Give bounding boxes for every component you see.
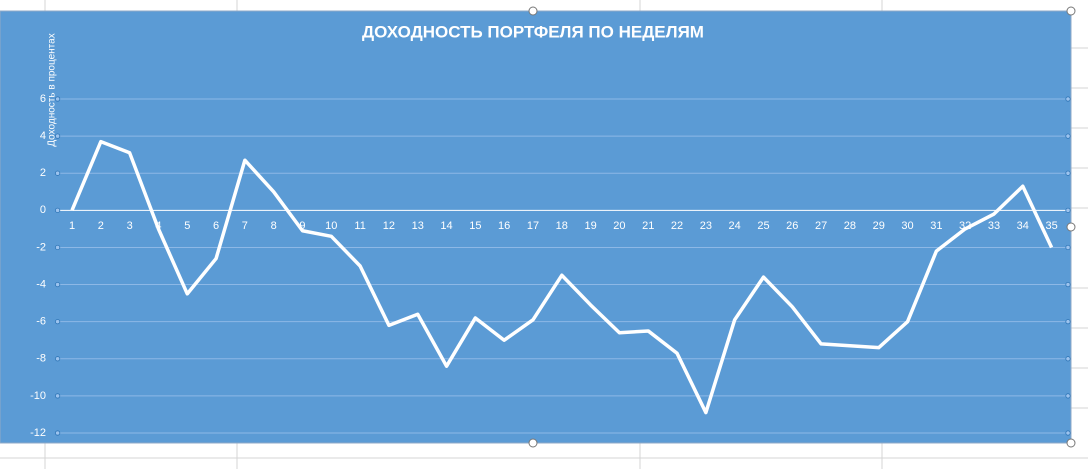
- grid-handle: [54, 281, 61, 288]
- grid-handle: [54, 96, 61, 102]
- grid-handle: [1065, 170, 1071, 176]
- grid-handle: [54, 393, 61, 399]
- x-tick-label: 28: [844, 220, 856, 232]
- y-tick-label: 4: [40, 130, 46, 142]
- x-tick-label: 1: [69, 220, 75, 232]
- x-tick-label: 14: [440, 220, 452, 232]
- x-tick-label: 22: [671, 220, 683, 232]
- selection-handles: [528, 6, 1076, 448]
- x-tick-label: 33: [988, 220, 1000, 232]
- line-series: [70, 139, 1054, 415]
- grid-handle: [1065, 133, 1071, 139]
- y-tick-label: -8: [36, 353, 46, 365]
- x-tick-label: 5: [184, 220, 190, 232]
- grid-handle: [54, 319, 61, 325]
- y-tick-label: -12: [30, 427, 46, 439]
- y-tick-label: 2: [40, 167, 46, 179]
- grid-handle: [54, 207, 61, 213]
- grid-handle: [1065, 281, 1071, 288]
- x-tick-label: 25: [757, 220, 769, 232]
- x-tick-label: 13: [412, 220, 424, 232]
- x-tick-label: 9: [299, 220, 305, 232]
- y-tick-label: -10: [30, 390, 46, 402]
- grid-handle: [1065, 207, 1071, 213]
- x-tick-label: 11: [354, 220, 365, 232]
- y-tick-label: 0: [40, 204, 46, 216]
- x-tick-label: 8: [271, 220, 277, 232]
- x-tick-label: 18: [556, 220, 568, 232]
- x-tick-label: 12: [383, 220, 395, 232]
- x-tick-label: 7: [242, 220, 248, 232]
- grid-handle: [1065, 244, 1071, 251]
- y-tick-label: -4: [36, 278, 46, 290]
- grid-handle: [54, 170, 61, 176]
- x-tick-label: 23: [700, 220, 712, 232]
- x-tick-label: 10: [325, 220, 337, 232]
- y-tick-label: -2: [36, 241, 46, 253]
- x-tick-label: 20: [613, 220, 625, 232]
- x-tick-label: 26: [786, 220, 798, 232]
- y-tick-label: 6: [40, 93, 46, 105]
- x-tick-label: 30: [901, 220, 913, 232]
- grid-handle: [54, 133, 61, 139]
- grid-handle: [1065, 319, 1071, 325]
- x-tick-label: 21: [642, 220, 654, 232]
- x-tick-label: 27: [815, 220, 827, 232]
- grid-handle: [1065, 356, 1071, 362]
- y-axis-label: Доходность в процентах: [47, 33, 58, 146]
- grid-handle: [1065, 430, 1071, 436]
- grid-handle: [54, 244, 61, 251]
- x-tick-label: 17: [527, 220, 539, 232]
- grid-handle: [54, 356, 61, 362]
- x-tick-label: 3: [127, 220, 133, 232]
- x-tick-label: 35: [1045, 220, 1057, 232]
- chart-area[interactable]: [0, 10, 1072, 444]
- chart-title: ДОХОДНОСТЬ ПОРТФЕЛЯ ПО НЕДЕЛЯМ: [362, 22, 704, 41]
- x-tick-label: 34: [1017, 220, 1029, 232]
- grid-handle: [54, 430, 61, 436]
- grid-handle: [1065, 96, 1071, 102]
- x-tick-label: 31: [930, 220, 942, 232]
- x-tick-label: 15: [469, 220, 481, 232]
- x-tick-label: 16: [498, 220, 510, 232]
- x-tick-label: 24: [729, 220, 741, 232]
- x-tick-label: 29: [873, 220, 885, 232]
- x-tick-label: 2: [98, 220, 104, 232]
- grid-handle: [1065, 393, 1071, 399]
- y-tick-label: -6: [36, 316, 46, 328]
- x-tick-label: 6: [213, 220, 219, 232]
- x-tick-label: 19: [584, 220, 596, 232]
